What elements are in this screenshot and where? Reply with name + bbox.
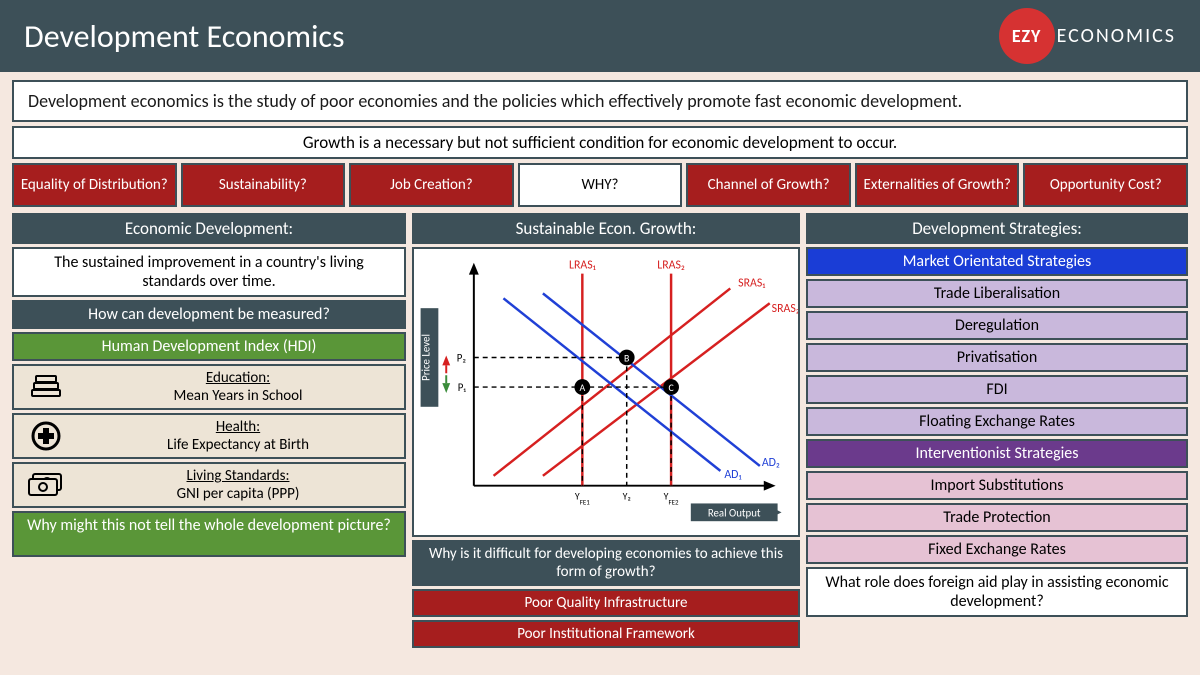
why-cell: Opportunity Cost? <box>1023 163 1188 207</box>
col-left: Economic Development: The sustained impr… <box>12 213 406 648</box>
col-right: Development Strategies: Market Orientate… <box>806 213 1188 648</box>
why-cell: Externalities of Growth? <box>855 163 1020 207</box>
logo-text: ECONOMICS <box>1057 24 1176 48</box>
why-row: Equality of Distribution? Sustainability… <box>12 163 1188 207</box>
chart-svg: Price Level Real Output LRAS₁ LRAS₂ SRAS… <box>414 249 798 535</box>
interv-item: Trade Protection <box>806 503 1188 532</box>
why-cell: Job Creation? <box>349 163 514 207</box>
why-cell-center: WHY? <box>518 163 683 207</box>
why-cell: Channel of Growth? <box>686 163 851 207</box>
left-measure-q: How can development be measured? <box>12 300 406 329</box>
mid-header: Sustainable Econ. Growth: <box>412 213 800 244</box>
condition-text: Growth is a necessary but not sufficient… <box>12 126 1188 159</box>
health-title: Health: <box>75 418 401 436</box>
svg-text:B: B <box>624 352 629 364</box>
svg-text:Y₂: Y₂ <box>623 490 631 502</box>
hdi-row-education: Education: Mean Years in School <box>12 364 406 410</box>
logo: EZY ECONOMICS <box>999 8 1176 64</box>
interv-item: Fixed Exchange Rates <box>806 535 1188 564</box>
living-title: Living Standards: <box>75 467 401 485</box>
edu-title: Education: <box>75 369 401 387</box>
edu-sub: Mean Years in School <box>75 387 401 405</box>
left-header: Economic Development: <box>12 213 406 244</box>
ad-as-chart: Price Level Real Output LRAS₁ LRAS₂ SRAS… <box>412 247 800 537</box>
mid-r1: Poor Quality Infrastructure <box>412 589 800 617</box>
interv-header: Interventionist Strategies <box>806 439 1188 468</box>
money-icon <box>17 471 75 499</box>
svg-text:P₁: P₁ <box>458 381 467 394</box>
market-header: Market Orientated Strategies <box>806 247 1188 276</box>
left-footer-q: Why might this not tell the whole develo… <box>12 511 406 557</box>
left-definition: The sustained improvement in a country's… <box>12 247 406 297</box>
svg-text:YFE2: YFE2 <box>664 490 679 506</box>
header: Development Economics EZY ECONOMICS <box>0 0 1200 72</box>
columns: Economic Development: The sustained impr… <box>12 213 1188 648</box>
right-footer-q: What role does foreign aid play in assis… <box>806 567 1188 617</box>
svg-text:C: C <box>668 382 674 394</box>
market-item: Deregulation <box>806 311 1188 340</box>
market-item: Trade Liberalisation <box>806 279 1188 308</box>
svg-text:AD₂: AD₂ <box>762 456 780 470</box>
health-icon <box>17 419 75 453</box>
market-item: Floating Exchange Rates <box>806 407 1188 436</box>
why-cell: Equality of Distribution? <box>12 163 177 207</box>
svg-text:YFE1: YFE1 <box>575 490 590 506</box>
hdi-box: Human Development Index (HDI) <box>12 332 406 361</box>
svg-text:SRAS₂: SRAS₂ <box>772 302 798 316</box>
svg-text:A: A <box>579 382 585 394</box>
svg-text:Price Level: Price Level <box>419 334 432 381</box>
interv-item: Import Substitutions <box>806 471 1188 500</box>
col-mid: Sustainable Econ. Growth: Price Level Re… <box>412 213 800 648</box>
mid-q: Why is it difficult for developing econo… <box>412 540 800 586</box>
svg-text:AD₁: AD₁ <box>724 468 741 482</box>
svg-text:Real Output: Real Output <box>708 506 761 519</box>
right-header: Development Strategies: <box>806 213 1188 244</box>
why-cell: Sustainability? <box>181 163 346 207</box>
market-item: FDI <box>806 375 1188 404</box>
market-item: Privatisation <box>806 343 1188 372</box>
page-body: Development economics is the study of po… <box>0 72 1200 656</box>
logo-circle: EZY <box>999 8 1055 64</box>
svg-text:LRAS₁: LRAS₁ <box>569 259 596 273</box>
intro-text: Development economics is the study of po… <box>12 80 1188 122</box>
page-title: Development Economics <box>24 17 344 56</box>
svg-text:P₂: P₂ <box>457 351 467 364</box>
svg-text:LRAS₂: LRAS₂ <box>657 259 685 273</box>
living-sub: GNI per capita (PPP) <box>75 485 401 503</box>
svg-text:SRAS₁: SRAS₁ <box>738 276 765 290</box>
books-icon <box>17 372 75 402</box>
hdi-row-health: Health: Life Expectancy at Birth <box>12 413 406 459</box>
health-sub: Life Expectancy at Birth <box>75 436 401 454</box>
hdi-row-living: Living Standards: GNI per capita (PPP) <box>12 462 406 508</box>
mid-r2: Poor Institutional Framework <box>412 620 800 648</box>
